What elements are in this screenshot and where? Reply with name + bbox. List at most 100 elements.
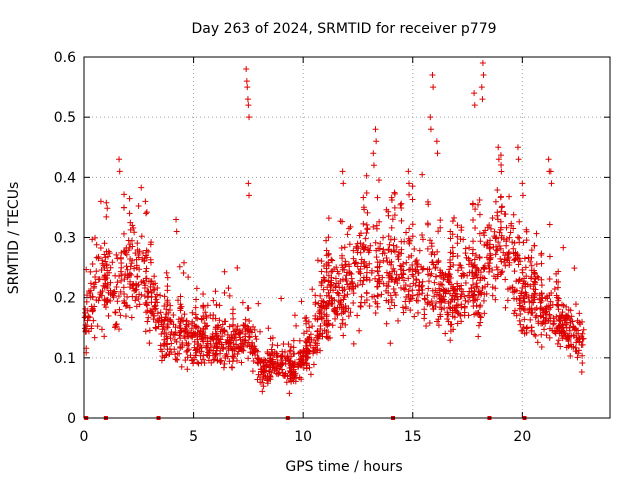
data-point (136, 291, 143, 298)
data-point (92, 274, 99, 281)
data-point (335, 292, 342, 299)
data-point (556, 328, 563, 335)
data-point (515, 156, 522, 163)
data-point (222, 318, 229, 325)
data-point (374, 303, 381, 310)
data-point (394, 280, 401, 287)
data-point (183, 321, 190, 328)
data-point (116, 156, 123, 163)
data-point (469, 201, 476, 208)
data-point (84, 317, 91, 324)
data-point (248, 343, 255, 350)
data-point (434, 259, 441, 266)
data-point (465, 261, 472, 268)
data-point (265, 325, 272, 332)
data-point (421, 295, 428, 302)
data-point (578, 369, 585, 376)
data-point (141, 280, 148, 287)
data-point (553, 292, 560, 299)
data-point (195, 360, 202, 367)
data-point (338, 245, 345, 252)
data-point (126, 304, 133, 311)
data-point (565, 336, 572, 343)
y-axis-title: SRMTID / TECUs (6, 182, 22, 295)
data-point (430, 84, 437, 91)
data-point (347, 223, 354, 230)
data-point (145, 248, 152, 255)
data-point (260, 356, 267, 363)
data-point (405, 238, 412, 245)
data-point (387, 292, 394, 299)
data-point (194, 315, 201, 322)
data-point (497, 152, 504, 159)
data-point (338, 262, 345, 269)
data-point (503, 238, 510, 245)
data-point (523, 291, 530, 298)
data-point (383, 320, 390, 327)
data-point (458, 273, 465, 280)
data-point (205, 348, 212, 355)
data-point (554, 284, 561, 291)
data-point (328, 268, 335, 275)
data-point (353, 243, 360, 250)
data-point (184, 347, 191, 354)
data-point (318, 268, 325, 275)
data-point (140, 250, 147, 257)
data-point (534, 339, 541, 346)
data-point (117, 255, 124, 262)
data-point (92, 279, 99, 286)
data-point (225, 285, 232, 292)
data-point (303, 328, 310, 335)
data-point (424, 266, 431, 273)
data-point (514, 234, 521, 241)
data-point (171, 346, 178, 353)
data-point (495, 239, 502, 246)
data-point (422, 296, 429, 303)
data-point (486, 255, 493, 262)
data-point (447, 228, 454, 235)
data-point (416, 247, 423, 254)
data-point (154, 284, 161, 291)
data-point (144, 288, 151, 295)
data-point (143, 209, 150, 216)
data-point (481, 291, 488, 298)
data-point (157, 292, 164, 299)
data-point (357, 302, 364, 309)
data-point (548, 180, 555, 187)
data-point (318, 302, 325, 309)
data-point (516, 317, 523, 324)
data-point (143, 265, 150, 272)
data-point (332, 315, 339, 322)
data-point (324, 317, 331, 324)
data-point (233, 337, 240, 344)
data-point (152, 302, 159, 309)
data-point (239, 328, 246, 335)
data-point (268, 369, 275, 376)
data-point (477, 238, 484, 245)
data-point (104, 299, 111, 306)
data-point (538, 260, 545, 267)
data-point (133, 303, 140, 310)
data-point (554, 340, 561, 347)
data-point (498, 208, 505, 215)
data-point (138, 184, 145, 191)
data-point (323, 321, 330, 328)
data-point (186, 329, 193, 336)
data-point (538, 276, 545, 283)
data-point (213, 332, 220, 339)
data-point (93, 268, 100, 275)
data-point (153, 296, 160, 303)
data-point (487, 250, 494, 257)
data-point (458, 224, 465, 231)
data-point (413, 277, 420, 284)
data-point (376, 218, 383, 225)
data-point (163, 311, 170, 318)
data-point (259, 379, 266, 386)
data-point (120, 230, 127, 237)
data-point (337, 324, 344, 331)
data-point (514, 252, 521, 259)
data-point (386, 241, 393, 248)
data-point (320, 286, 327, 293)
data-point (401, 286, 408, 293)
data-point (342, 258, 349, 265)
